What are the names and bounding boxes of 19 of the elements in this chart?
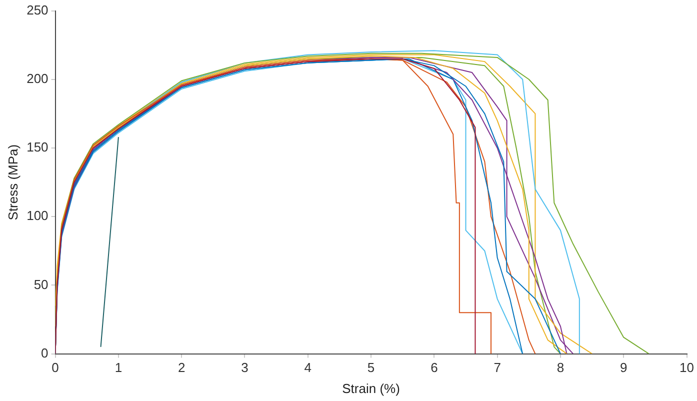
y-tick-label: 150 <box>26 140 48 155</box>
x-tick-label: 6 <box>430 360 438 376</box>
x-tick-label: 3 <box>241 360 248 376</box>
y-tick-label: 250 <box>26 2 48 18</box>
y-tick-label: 100 <box>26 208 48 224</box>
y-axis-title: Stress (MPa) <box>5 144 20 220</box>
x-tick-label: 4 <box>304 360 312 376</box>
y-tick-label: 0 <box>41 345 48 360</box>
x-axis-title: Strain (%) <box>342 380 400 396</box>
y-tick-label: 200 <box>26 70 48 86</box>
x-tick-label: 8 <box>556 360 564 376</box>
x-tick-label: 5 <box>367 360 375 376</box>
x-tick-label: 7 <box>494 360 501 376</box>
x-tick-label: 9 <box>620 360 628 376</box>
x-tick-label: 10 <box>680 360 694 376</box>
x-tick-label: 1 <box>114 360 122 376</box>
y-tick-label: 50 <box>34 276 48 292</box>
x-tick-label: 0 <box>52 360 59 376</box>
x-tick-label: 2 <box>178 360 186 376</box>
